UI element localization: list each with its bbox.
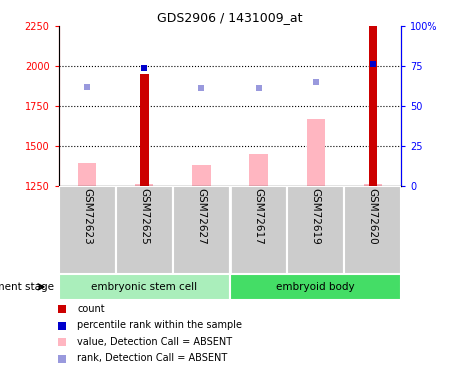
Text: GSM72623: GSM72623 [82, 188, 92, 245]
Text: GSM72627: GSM72627 [197, 188, 207, 245]
Text: GSM72620: GSM72620 [368, 188, 378, 245]
Text: GSM72625: GSM72625 [139, 188, 149, 245]
Bar [135, 184, 153, 186]
Bar [140, 74, 149, 186]
Bar [230, 274, 401, 300]
Bar [78, 164, 97, 186]
Text: percentile rank within the sample: percentile rank within the sample [77, 321, 242, 330]
Bar [173, 186, 230, 274]
Text: count: count [77, 304, 105, 314]
Bar [59, 274, 230, 300]
Text: embryoid body: embryoid body [276, 282, 355, 292]
Bar [59, 186, 116, 274]
Bar [116, 186, 173, 274]
Bar [192, 165, 211, 186]
Text: GSM72619: GSM72619 [311, 188, 321, 245]
Bar [307, 118, 325, 186]
Bar [287, 186, 344, 274]
Title: GDS2906 / 1431009_at: GDS2906 / 1431009_at [157, 11, 303, 24]
Text: value, Detection Call = ABSENT: value, Detection Call = ABSENT [77, 337, 232, 347]
Bar [249, 154, 268, 186]
Text: GSM72617: GSM72617 [253, 188, 263, 245]
Bar [344, 186, 401, 274]
Text: development stage: development stage [0, 282, 54, 292]
Text: embryonic stem cell: embryonic stem cell [91, 282, 198, 292]
Bar [364, 184, 382, 186]
Bar [230, 186, 287, 274]
Bar [368, 26, 377, 186]
Text: rank, Detection Call = ABSENT: rank, Detection Call = ABSENT [77, 354, 227, 363]
